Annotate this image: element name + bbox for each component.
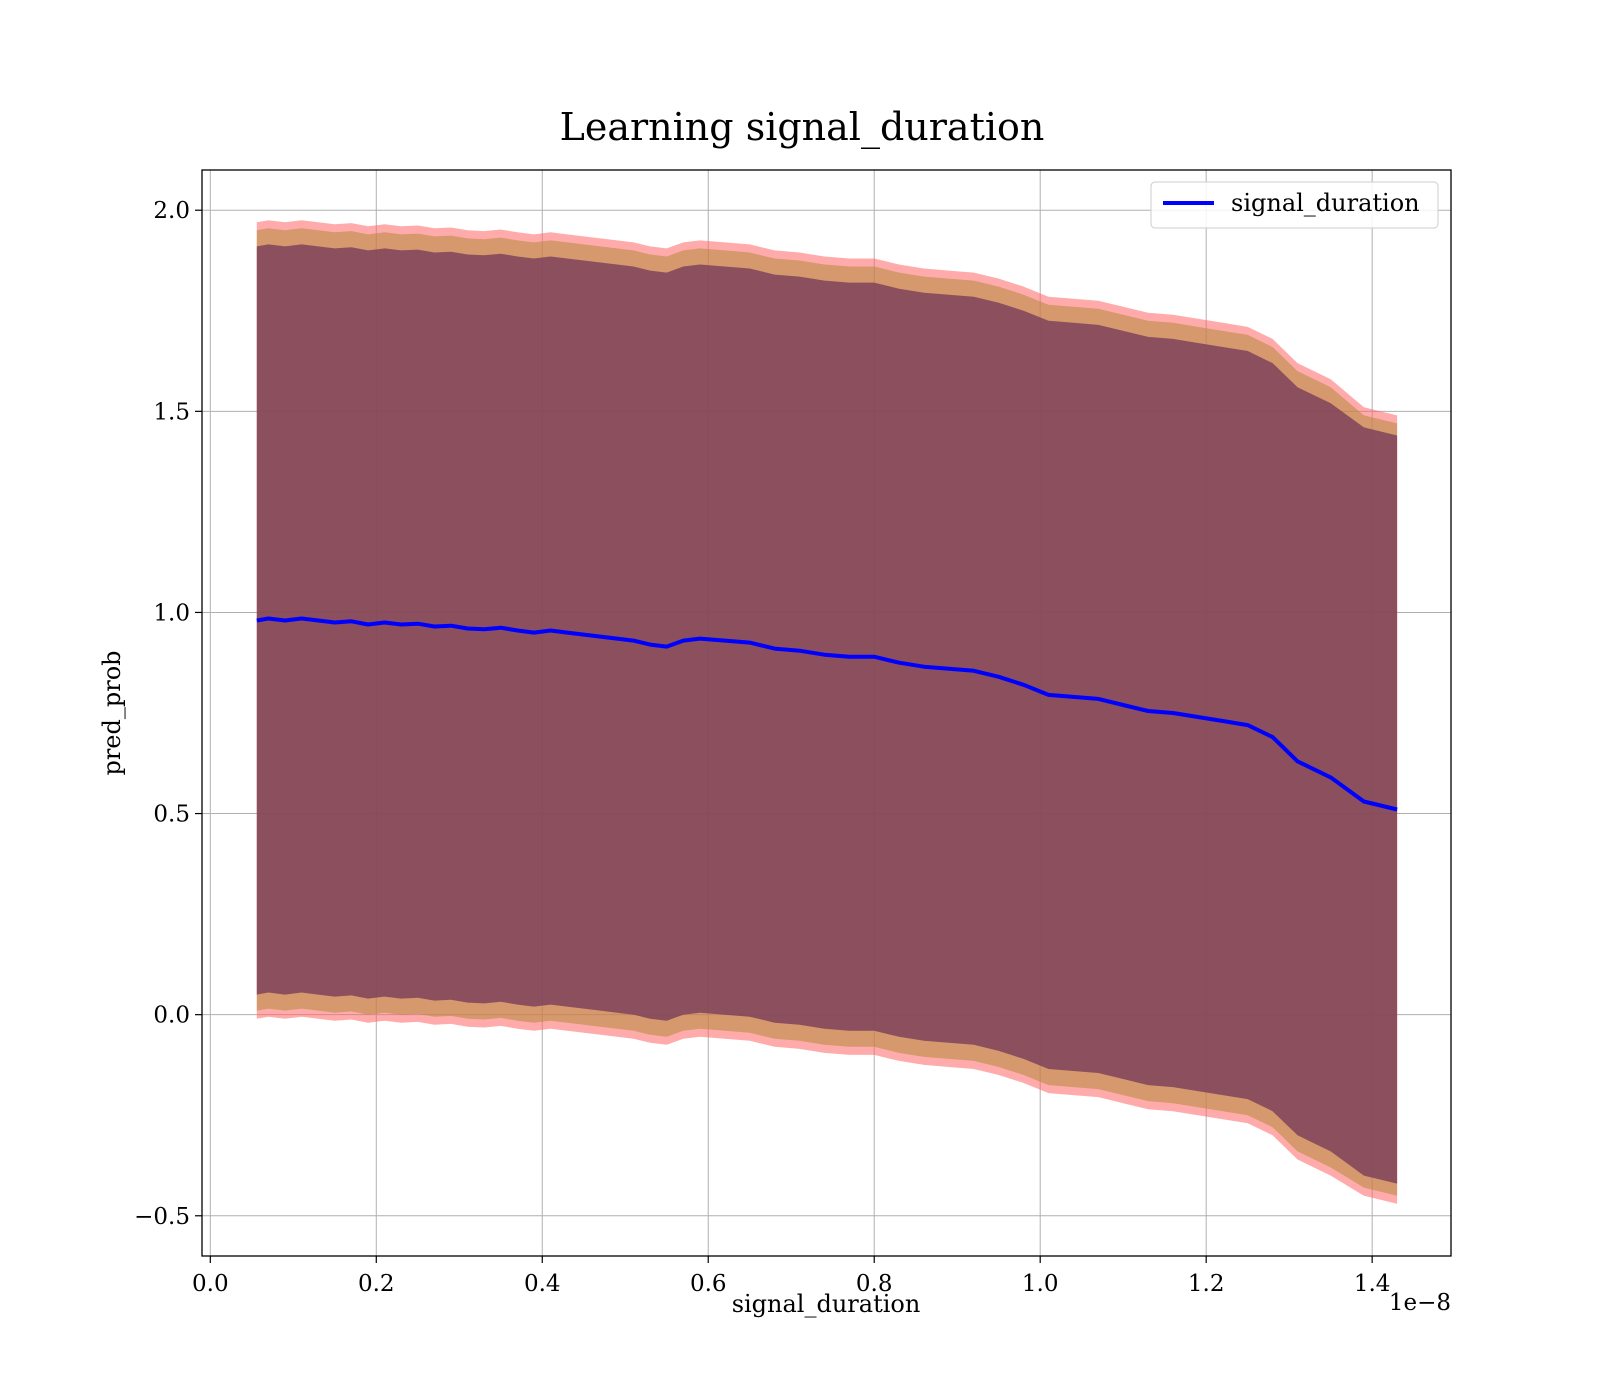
x-tick-label: 1.4: [1354, 1271, 1391, 1297]
y-tick-label: −0.5: [134, 1204, 190, 1230]
y-tick-label: 1.0: [153, 600, 190, 626]
y-tick-label: 0.5: [153, 802, 190, 828]
x-axis-ticks: 0.0 0.2 0.4 0.6 0.8 1.0 1.2 1.4: [192, 1256, 1390, 1297]
y-tick-label: 2.0: [153, 198, 190, 224]
x-axis-label: signal_duration: [732, 1290, 921, 1318]
y-axis-label: pred_prob: [98, 650, 126, 775]
confidence-band-2: [256, 244, 1398, 1184]
series-line-signal-duration: [256, 616, 1398, 812]
axes-frame: [201, 169, 1452, 1257]
y-axis-ticks: −0.5 0.0 0.5 1.0 1.5 2.0: [134, 198, 202, 1230]
y-tick-label: 1.5: [153, 399, 190, 425]
legend-box: [1150, 181, 1439, 229]
x-tick-label: 0.2: [358, 1271, 395, 1297]
x-tick-label: 1.2: [1188, 1271, 1225, 1297]
x-tick-label: 0.4: [524, 1271, 561, 1297]
confidence-bands: [256, 220, 1398, 1204]
x-tick-label: 0.6: [690, 1271, 727, 1297]
y-tick-label: 0.0: [153, 1003, 190, 1029]
data-lines: [256, 616, 1398, 812]
x-tick-label: 0.8: [856, 1271, 893, 1297]
chart-title: Learning signal_duration: [560, 105, 1045, 150]
x-tick-label: 0.0: [192, 1271, 229, 1297]
x-tick-label: 1.0: [1022, 1271, 1059, 1297]
legend: signal_duration: [1150, 181, 1439, 229]
x-axis-offset-label: 1e−8: [1389, 1290, 1451, 1316]
legend-label: signal_duration: [1231, 189, 1420, 217]
